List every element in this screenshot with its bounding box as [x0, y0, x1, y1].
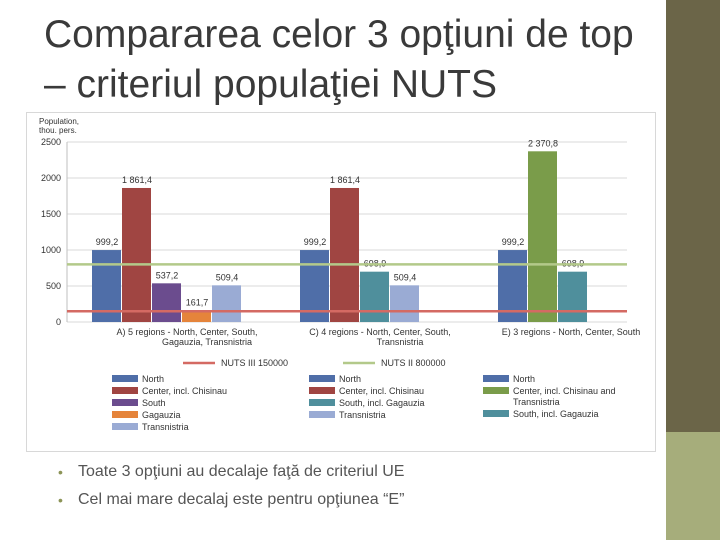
data-label: 509,4	[394, 272, 417, 282]
legend-swatch	[112, 411, 138, 418]
legend-swatch	[112, 387, 138, 394]
y-axis-label: thou. pers.	[39, 126, 77, 135]
decorative-side-bar-accent	[666, 432, 720, 540]
legend-swatch	[112, 423, 138, 430]
legend-line-label: NUTS III 150000	[221, 358, 288, 368]
data-label: 509,4	[216, 272, 239, 282]
x-category-label: C) 4 regions - North, Center, South,	[309, 327, 451, 337]
data-label: 161,7	[186, 297, 209, 307]
legend-label: South, incl. Gagauzia	[513, 409, 599, 419]
y-tick-label: 2000	[41, 173, 61, 183]
x-category-label: Transnistria	[377, 337, 424, 347]
bar	[330, 187, 359, 322]
bar	[212, 285, 241, 322]
y-tick-label: 0	[56, 317, 61, 327]
bar	[360, 271, 389, 322]
data-label: 1 861,4	[122, 175, 152, 185]
bar	[390, 285, 419, 322]
bullet-marker: •	[58, 492, 63, 508]
legend-label: Transnistria	[339, 410, 386, 420]
x-category-label: E) 3 regions - North, Center, South	[502, 327, 641, 337]
y-tick-label: 2500	[41, 137, 61, 147]
legend-swatch	[309, 387, 335, 394]
bar	[558, 271, 587, 322]
legend-line-label: NUTS II 800000	[381, 358, 446, 368]
legend-swatch	[483, 410, 509, 417]
data-label: 537,2	[156, 270, 179, 280]
legend-label: Transnistria	[513, 397, 560, 407]
bullet-item: • Cel mai mare decalaj este pentru opţiu…	[58, 486, 658, 514]
legend-swatch	[309, 399, 335, 406]
y-tick-label: 1500	[41, 209, 61, 219]
population-bar-chart: Population,thou. pers. 0 500 1000 1500 2000 25…	[39, 117, 641, 432]
legend-label: Center, incl. Chisinau	[339, 386, 424, 396]
bullet-item: • Toate 3 opţiuni au decalaje faţă de cr…	[58, 458, 658, 486]
legend-swatch	[112, 399, 138, 406]
legend-label: Transnistria	[142, 422, 189, 432]
legend-label: Gagauzia	[142, 410, 181, 420]
bullet-text: Toate 3 opţiuni au decalaje faţă de crit…	[78, 463, 405, 480]
y-tick-label: 1000	[41, 245, 61, 255]
data-label: 999,2	[304, 237, 327, 247]
bar	[152, 283, 181, 322]
x-category-label: Gagauzia, Transnistria	[162, 337, 252, 347]
legend-label: South, incl. Gagauzia	[339, 398, 425, 408]
legend-label: South	[142, 398, 166, 408]
x-category-label: A) 5 regions - North, Center, South,	[116, 327, 257, 337]
bar	[182, 310, 211, 322]
bullet-marker: •	[58, 464, 63, 480]
legend-swatch	[483, 375, 509, 382]
legend-label: North	[339, 374, 361, 384]
bar	[122, 187, 151, 322]
legend-swatch	[309, 375, 335, 382]
legend-swatch	[483, 387, 509, 394]
data-label: 2 370,8	[528, 138, 558, 148]
legend-swatch	[309, 411, 335, 418]
bullet-list: • Toate 3 opţiuni au decalaje faţă de cr…	[58, 458, 658, 514]
legend-swatch	[112, 375, 138, 382]
bullet-text: Cel mai mare decalaj este pentru opţiune…	[78, 491, 405, 508]
data-label: 1 861,4	[330, 175, 360, 185]
data-label: 999,2	[96, 237, 119, 247]
y-tick-label: 500	[46, 281, 61, 291]
decorative-side-bar	[666, 0, 720, 432]
legend-label: Center, incl. Chisinau	[142, 386, 227, 396]
slide-title: Compararea celor 3 opţiuni de top – crit…	[44, 13, 634, 106]
data-label: 999,2	[502, 237, 525, 247]
bar	[528, 151, 557, 322]
legend-label: North	[142, 374, 164, 384]
chart-container: Population, thou. pers. 0 500 1000 1500 2000 25…	[26, 112, 656, 452]
legend-label: North	[513, 374, 535, 384]
legend-label: Center, incl. Chisinau and	[513, 386, 616, 396]
y-axis-label: Population,	[39, 117, 79, 126]
